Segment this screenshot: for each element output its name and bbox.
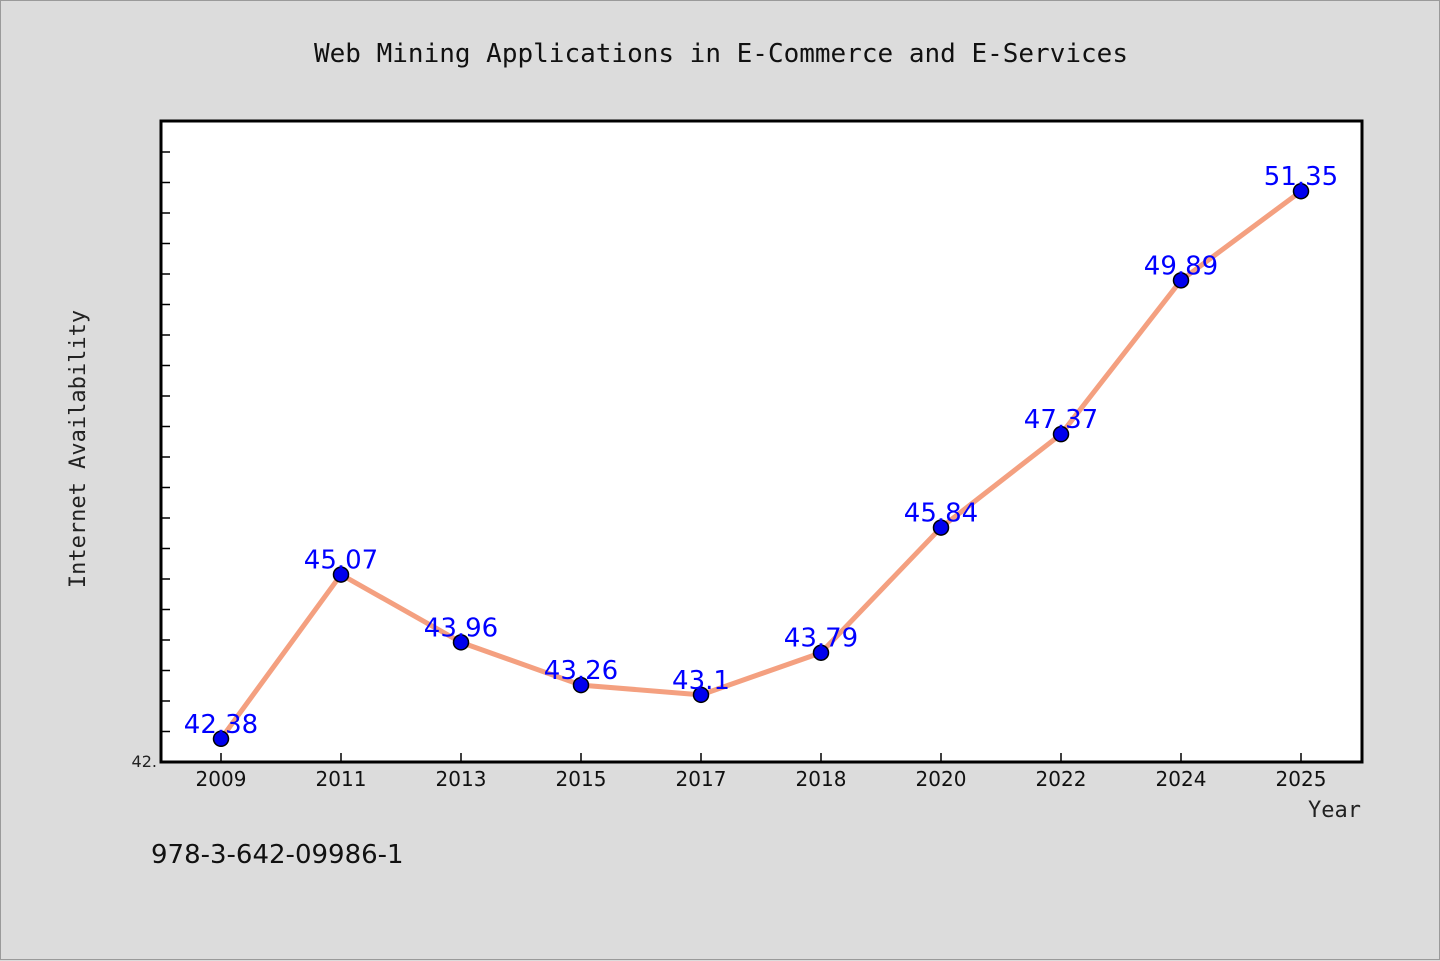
data-point [212, 730, 230, 748]
plot-area [159, 119, 1364, 764]
x-tick-label: 2020 [916, 767, 967, 791]
x-tick-label: 2024 [1156, 767, 1207, 791]
x-axis-label: Year [1308, 798, 1361, 823]
data-point [572, 676, 590, 694]
x-tick-label: 2009 [196, 767, 247, 791]
data-label: 43.79 [784, 624, 858, 654]
x-tick-label: 2011 [316, 767, 367, 791]
data-label: 47.37 [1024, 405, 1098, 435]
data-point [932, 519, 950, 536]
x-tick-label: 2017 [676, 767, 727, 791]
x-tick-label: 2018 [796, 767, 847, 791]
y-axis-label: Internet Availability [66, 310, 91, 588]
series-markers [212, 182, 1310, 748]
data-label: 42.38 [184, 710, 258, 740]
x-tick-label: 2013 [436, 767, 487, 791]
data-label: 43.1 [672, 666, 730, 696]
x-axis-ticks: 2009 2011 2013 2015 2017 2018 2020 2022 2024 2025 [196, 753, 1327, 791]
value-labels: 42.38 45.07 43.96 43.26 43.1 43.79 45.84 47.37 4… [184, 162, 1338, 740]
data-point [1292, 182, 1310, 200]
data-label: 43.96 [424, 613, 498, 643]
x-tick-label: 2015 [556, 767, 607, 791]
data-label: 43.26 [544, 656, 618, 686]
isbn-text: 978-3-642-09986-1 [151, 840, 404, 870]
data-point [452, 634, 470, 651]
chart-title: Web Mining Applications in E-Commerce an… [314, 39, 1128, 69]
data-point [692, 686, 710, 704]
data-label: 49.89 [1144, 251, 1218, 281]
data-point [1052, 425, 1070, 443]
y-tick-label: 42. [132, 752, 157, 771]
data-point [812, 644, 830, 661]
y-axis-ticks [161, 151, 170, 733]
x-tick-label: 2025 [1276, 767, 1327, 791]
data-label: 45.07 [304, 546, 378, 576]
data-point [1172, 272, 1190, 289]
x-tick-label: 2022 [1036, 767, 1087, 791]
data-point [332, 566, 350, 583]
data-label: 51.35 [1264, 162, 1338, 192]
data-label: 45.84 [904, 499, 978, 529]
series-line [218, 188, 1304, 742]
